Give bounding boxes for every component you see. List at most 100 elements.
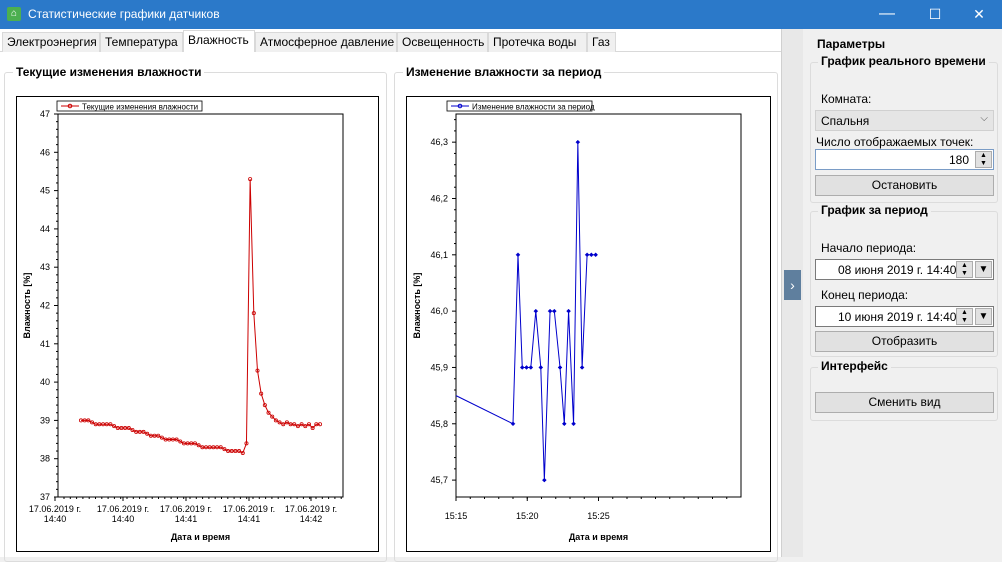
tab-humidity[interactable]: Влажность xyxy=(183,30,255,53)
data-point xyxy=(115,426,120,431)
points-label: Число отображаемых точек: xyxy=(816,135,974,149)
points-spinner[interactable]: ▲ ▼ xyxy=(975,151,992,168)
room-value: Спальня xyxy=(821,114,870,128)
data-point xyxy=(145,431,150,436)
data-point xyxy=(101,422,106,427)
x-tick-label: 17.06.2019 г. xyxy=(285,504,337,514)
tab-gas[interactable]: Газ xyxy=(587,32,616,52)
y-tick-label: 43 xyxy=(40,262,50,272)
period-humidity-chart[interactable]: Изменение влажности за период Дата и врем… xyxy=(406,96,771,552)
y-tick-label: 46,1 xyxy=(430,250,448,260)
y-tick-label: 42 xyxy=(40,301,50,311)
room-select[interactable]: Спальня ⌵ xyxy=(815,110,994,131)
x-axis-label: Дата и время xyxy=(569,532,628,542)
end-date-dropdown-icon[interactable]: ▼ xyxy=(975,308,992,325)
show-button[interactable]: Отобразить xyxy=(815,331,994,352)
data-point xyxy=(156,433,161,438)
x-axis-label: Дата и время xyxy=(171,532,230,542)
stop-button[interactable]: Остановить xyxy=(815,175,994,196)
data-point xyxy=(163,437,168,442)
tab-pressure[interactable]: Атмосферное давление xyxy=(255,32,397,52)
data-point xyxy=(317,422,322,427)
y-tick-label: 46,2 xyxy=(430,193,448,203)
data-point xyxy=(152,433,157,438)
data-point xyxy=(273,418,278,423)
data-point xyxy=(259,391,264,396)
data-point xyxy=(262,403,267,408)
x-tick-label: 14:40 xyxy=(112,514,135,524)
y-tick-label: 37 xyxy=(40,492,50,502)
legend-box xyxy=(56,100,203,112)
x-tick-label: 14:42 xyxy=(300,514,323,524)
parameters-panel: Параметры График реального времени Комна… xyxy=(803,29,1002,557)
data-point xyxy=(295,424,300,429)
data-point xyxy=(310,426,315,431)
data-point xyxy=(148,433,153,438)
legend-marker xyxy=(457,103,463,109)
data-point xyxy=(192,441,197,446)
start-date-picker[interactable]: 08 июня 2019 г. 14:40 ▲ ▼ ▼ xyxy=(815,259,994,280)
data-point xyxy=(277,420,282,425)
data-point xyxy=(90,420,95,425)
close-button[interactable]: ✕ xyxy=(973,6,985,22)
data-point xyxy=(541,477,547,483)
interface-title: Интерфейс xyxy=(818,359,891,373)
y-tick-label: 44 xyxy=(40,224,50,234)
tab-water-leak[interactable]: Протечка воды xyxy=(488,32,587,52)
data-point xyxy=(134,429,139,434)
x-tick-label: 15:15 xyxy=(445,511,468,521)
plot-area xyxy=(57,113,344,498)
data-point xyxy=(123,426,128,431)
maximize-button[interactable]: ☐ xyxy=(928,6,942,22)
current-humidity-chart[interactable]: Текущие изменения влажности Дата и время В… xyxy=(16,96,379,552)
y-tick-label: 38 xyxy=(40,454,50,464)
switch-view-button[interactable]: Сменить вид xyxy=(815,392,994,413)
tab-bar: Электроэнергия Температура Влажность Атм… xyxy=(0,29,781,53)
data-point xyxy=(104,422,109,427)
start-date-spinner[interactable]: ▲ ▼ xyxy=(956,261,973,278)
y-tick-label: 45 xyxy=(40,186,50,196)
data-point xyxy=(510,421,516,427)
tab-temperature[interactable]: Температура xyxy=(100,32,183,52)
x-tick-label: 15:20 xyxy=(516,511,539,521)
y-tick-label: 41 xyxy=(40,339,50,349)
chevron-down-icon: ⌵ xyxy=(980,113,988,124)
tab-electricity[interactable]: Электроэнергия xyxy=(2,32,100,52)
start-date-dropdown-icon[interactable]: ▼ xyxy=(975,261,992,278)
chevron-right-icon[interactable]: › xyxy=(784,270,801,300)
y-axis-label: Влажность [%] xyxy=(412,273,422,339)
tab-illumination[interactable]: Освещенность xyxy=(397,32,488,52)
window-title: Статистические графики датчиков xyxy=(28,7,220,21)
current-humidity-plot: Текущие изменения влажности Дата и время В… xyxy=(22,100,344,542)
data-point xyxy=(170,437,175,442)
end-date-spinner[interactable]: ▲ ▼ xyxy=(956,308,973,325)
period-group: График за период Начало периода: 08 июня… xyxy=(810,203,998,357)
data-point xyxy=(207,445,212,450)
y-axis-label: Влажность [%] xyxy=(22,273,32,339)
data-point xyxy=(575,139,581,145)
data-point xyxy=(288,422,293,427)
data-point xyxy=(229,449,234,454)
data-point xyxy=(119,426,124,431)
data-point xyxy=(141,429,146,434)
legend-marker xyxy=(67,103,73,109)
points-input[interactable]: 180 ▲ ▼ xyxy=(815,149,994,170)
y-tick-label: 45,7 xyxy=(430,475,448,485)
end-label: Конец периода: xyxy=(821,288,909,302)
data-point xyxy=(159,435,164,440)
minimize-button[interactable]: — xyxy=(879,5,895,22)
data-point xyxy=(561,421,567,427)
y-tick-label: 45,8 xyxy=(430,419,448,429)
data-point xyxy=(211,445,216,450)
data-point xyxy=(566,308,571,314)
data-point xyxy=(204,445,209,450)
tab-content: Текущие изменения влажности Изменение вл… xyxy=(0,52,781,562)
x-tick-label: 14:41 xyxy=(175,514,198,524)
interface-group: Интерфейс Сменить вид xyxy=(810,359,998,421)
end-date-picker[interactable]: 10 июня 2019 г. 14:40 ▲ ▼ ▼ xyxy=(815,306,994,327)
end-date-value: 10 июня 2019 г. 14:40 xyxy=(838,310,957,324)
data-point xyxy=(126,426,131,431)
data-point xyxy=(547,308,553,314)
x-tick-label: 17.06.2019 г. xyxy=(160,504,212,514)
y-tick-label: 39 xyxy=(40,415,50,425)
